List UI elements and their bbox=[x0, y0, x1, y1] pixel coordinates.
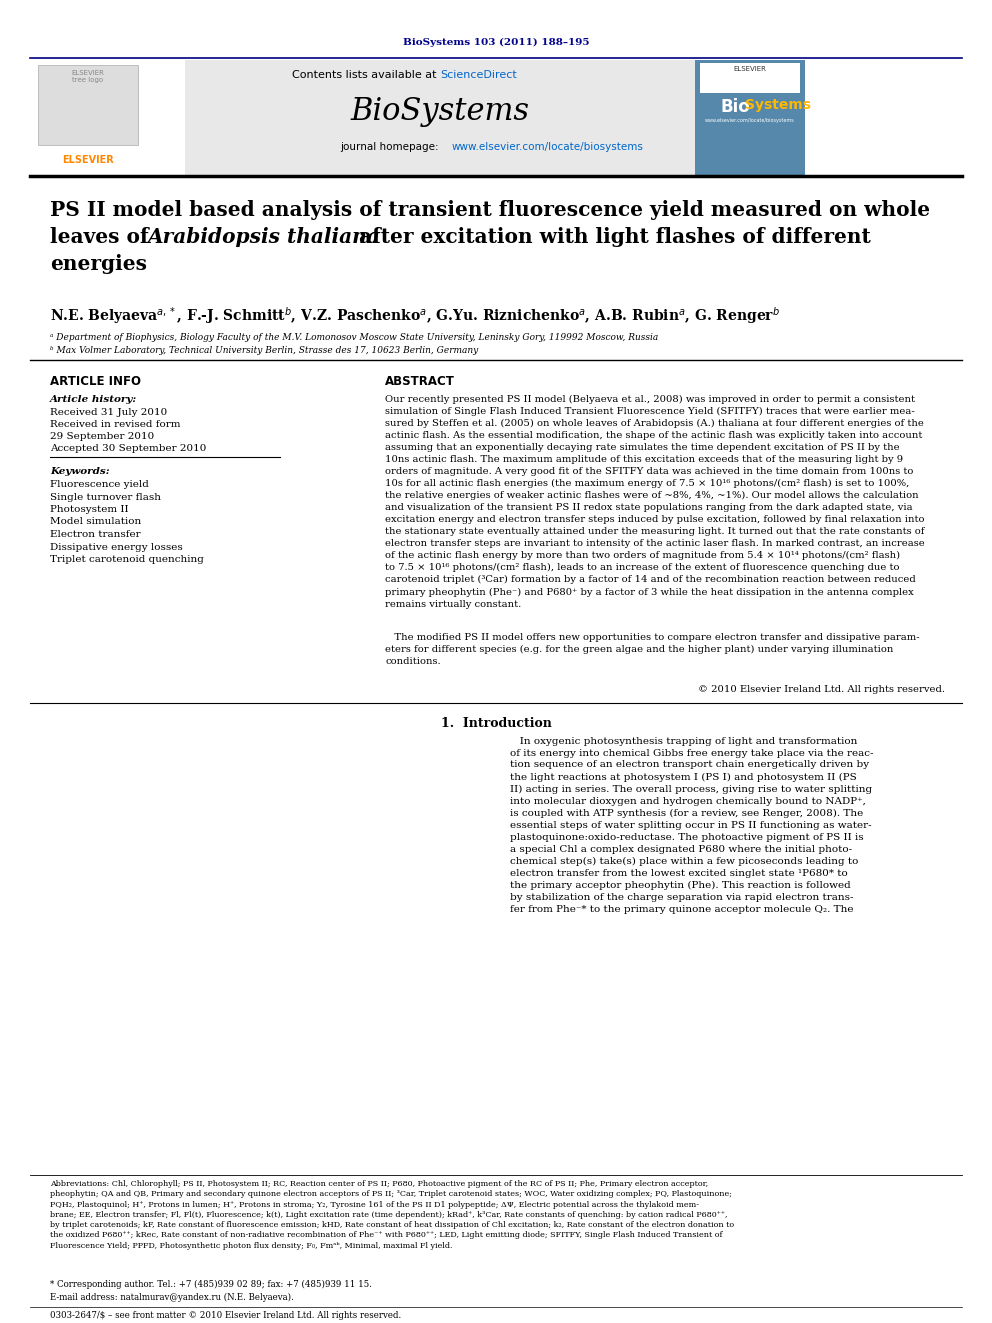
Text: N.E. Belyaeva$^{a,*}$, F.-J. Schmitt$^{b}$, V.Z. Paschenko$^{a}$, G.Yu. Rizniche: N.E. Belyaeva$^{a,*}$, F.-J. Schmitt$^{b… bbox=[50, 306, 780, 325]
Text: Triplet carotenoid quenching: Triplet carotenoid quenching bbox=[50, 556, 204, 564]
FancyBboxPatch shape bbox=[695, 60, 805, 175]
FancyBboxPatch shape bbox=[185, 60, 695, 175]
Text: ᵃ Department of Biophysics, Biology Faculty of the M.V. Lomonosov Moscow State U: ᵃ Department of Biophysics, Biology Facu… bbox=[50, 333, 659, 343]
Text: www.elsevier.com/locate/biosystems: www.elsevier.com/locate/biosystems bbox=[705, 118, 795, 123]
Text: The modified PS II model offers new opportunities to compare electron transfer a: The modified PS II model offers new oppo… bbox=[385, 632, 920, 665]
FancyBboxPatch shape bbox=[38, 65, 138, 146]
Text: Abbreviations: Chl, Chlorophyll; PS II, Photosystem II; RC, Reaction center of P: Abbreviations: Chl, Chlorophyll; PS II, … bbox=[50, 1180, 734, 1250]
Text: energies: energies bbox=[50, 254, 147, 274]
Text: Single turnover flash: Single turnover flash bbox=[50, 492, 161, 501]
Text: BioSystems 103 (2011) 188–195: BioSystems 103 (2011) 188–195 bbox=[403, 38, 589, 48]
Text: Article history:: Article history: bbox=[50, 396, 137, 404]
Text: ELSEVIER: ELSEVIER bbox=[62, 155, 114, 165]
Text: Electron transfer: Electron transfer bbox=[50, 531, 141, 538]
Text: ABSTRACT: ABSTRACT bbox=[385, 374, 455, 388]
Text: Our recently presented PS II model (Belyaeva et al., 2008) was improved in order: Our recently presented PS II model (Bely… bbox=[385, 396, 925, 609]
Text: Arabidopsis thaliana: Arabidopsis thaliana bbox=[148, 228, 381, 247]
FancyBboxPatch shape bbox=[30, 60, 185, 175]
Text: ELSEVIER: ELSEVIER bbox=[733, 66, 767, 71]
Text: www.elsevier.com/locate/biosystems: www.elsevier.com/locate/biosystems bbox=[452, 142, 644, 152]
Text: BioSystems: BioSystems bbox=[350, 97, 530, 127]
Text: ScienceDirect: ScienceDirect bbox=[440, 70, 517, 79]
Text: Model simulation: Model simulation bbox=[50, 517, 141, 527]
Text: Keywords:: Keywords: bbox=[50, 467, 110, 476]
Text: Contents lists available at: Contents lists available at bbox=[292, 70, 440, 79]
Text: Received 31 July 2010: Received 31 July 2010 bbox=[50, 407, 168, 417]
Text: leaves of: leaves of bbox=[50, 228, 156, 247]
Text: Dissipative energy losses: Dissipative energy losses bbox=[50, 542, 183, 552]
FancyBboxPatch shape bbox=[700, 64, 800, 93]
Text: E-mail address: natalmurav@yandex.ru (N.E. Belyaeva).: E-mail address: natalmurav@yandex.ru (N.… bbox=[50, 1293, 294, 1302]
Text: Accepted 30 September 2010: Accepted 30 September 2010 bbox=[50, 445, 206, 452]
Text: © 2010 Elsevier Ireland Ltd. All rights reserved.: © 2010 Elsevier Ireland Ltd. All rights … bbox=[698, 684, 945, 693]
Text: ᵇ Max Volmer Laboratory, Technical University Berlin, Strasse des 17, 10623 Berl: ᵇ Max Volmer Laboratory, Technical Unive… bbox=[50, 347, 478, 355]
Text: Systems: Systems bbox=[745, 98, 811, 112]
Text: 29 September 2010: 29 September 2010 bbox=[50, 433, 154, 441]
Text: PS II model based analysis of transient fluorescence yield measured on whole: PS II model based analysis of transient … bbox=[50, 200, 930, 220]
Text: In oxygenic photosynthesis trapping of light and transformation
of its energy in: In oxygenic photosynthesis trapping of l… bbox=[510, 737, 874, 914]
Text: 1.  Introduction: 1. Introduction bbox=[440, 717, 552, 729]
Text: journal homepage:: journal homepage: bbox=[340, 142, 441, 152]
Text: after excitation with light flashes of different: after excitation with light flashes of d… bbox=[352, 228, 871, 247]
Text: ARTICLE INFO: ARTICLE INFO bbox=[50, 374, 141, 388]
Text: * Corresponding author. Tel.: +7 (485)939 02 89; fax: +7 (485)939 11 15.: * Corresponding author. Tel.: +7 (485)93… bbox=[50, 1279, 372, 1289]
Text: Fluorescence yield: Fluorescence yield bbox=[50, 480, 149, 490]
Text: 0303-2647/$ – see front matter © 2010 Elsevier Ireland Ltd. All rights reserved.: 0303-2647/$ – see front matter © 2010 El… bbox=[50, 1311, 401, 1320]
Text: Bio: Bio bbox=[720, 98, 750, 116]
Text: ELSEVIER
tree logo: ELSEVIER tree logo bbox=[71, 70, 104, 83]
Text: Photosystem II: Photosystem II bbox=[50, 505, 129, 515]
Text: Received in revised form: Received in revised form bbox=[50, 419, 181, 429]
